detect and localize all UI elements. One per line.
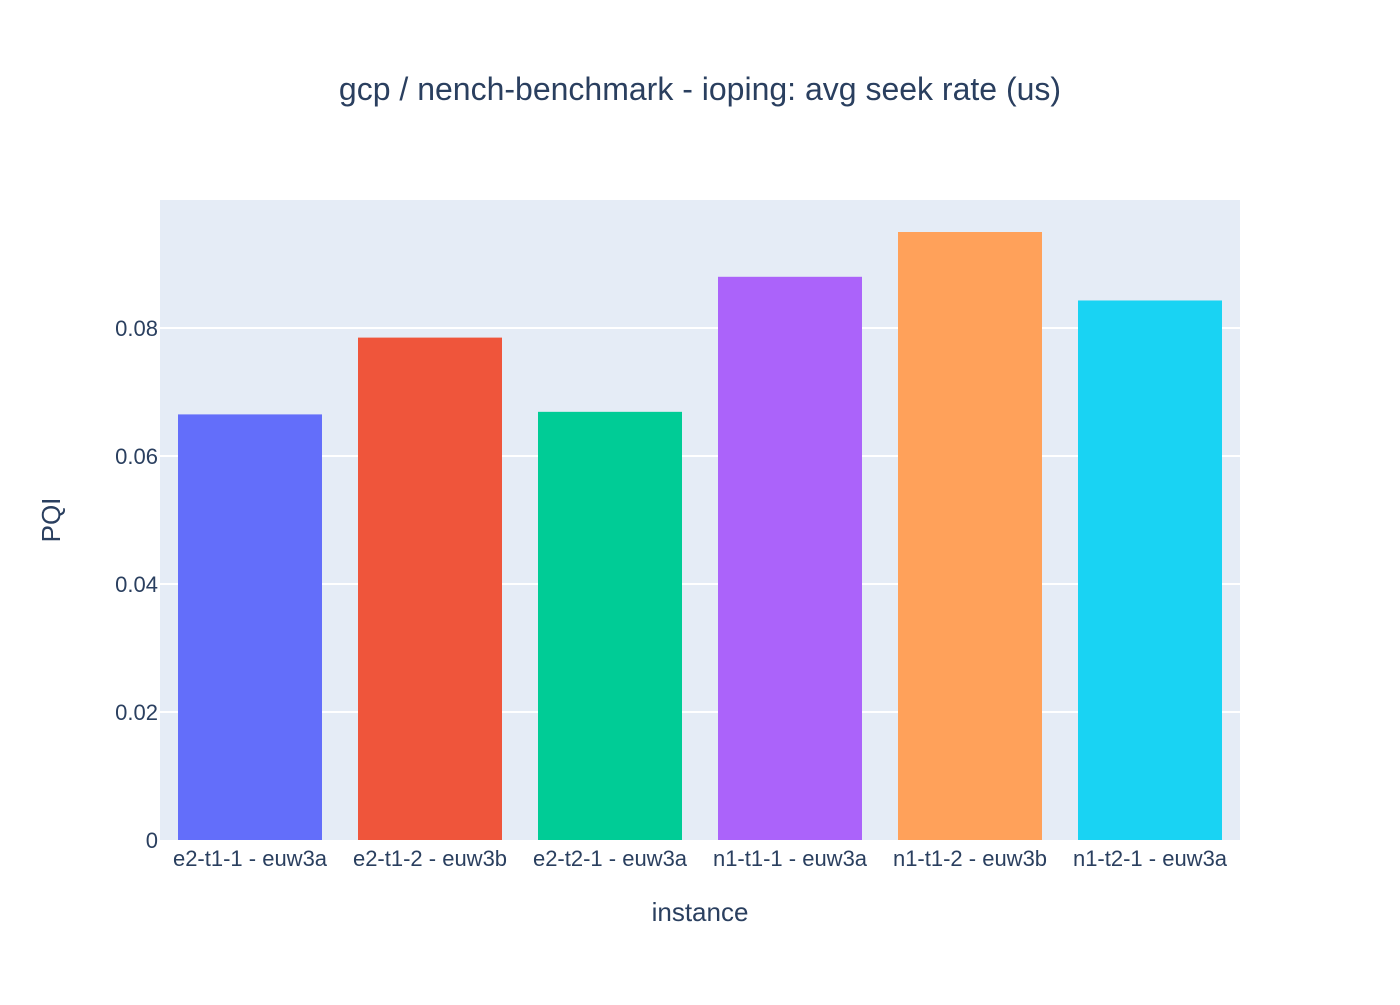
y-axis-ticks: 0 0.02 0.04 0.06 0.08 bbox=[115, 316, 158, 853]
bars bbox=[178, 232, 1222, 841]
y-tick-label: 0.06 bbox=[115, 444, 158, 469]
y-axis-title: PQI bbox=[36, 498, 66, 543]
bar bbox=[898, 232, 1042, 840]
x-tick-label: e2-t1-1 - euw3a bbox=[173, 846, 328, 871]
x-tick-label: e2-t1-2 - euw3b bbox=[353, 846, 507, 871]
bar bbox=[358, 337, 502, 840]
x-tick-label: n1-t1-2 - euw3b bbox=[893, 846, 1047, 871]
x-axis-ticks: e2-t1-1 - euw3a e2-t1-2 - euw3b e2-t2-1 - … bbox=[173, 846, 1228, 871]
bar bbox=[718, 276, 862, 840]
x-tick-label: e2-t2-1 - euw3a bbox=[533, 846, 688, 871]
y-tick-label: 0.04 bbox=[115, 572, 158, 597]
gridlines bbox=[160, 327, 1240, 713]
x-axis-title: instance bbox=[652, 897, 749, 927]
x-tick-label: n1-t2-1 - euw3a bbox=[1073, 846, 1228, 871]
y-tick-label: 0.08 bbox=[115, 316, 158, 341]
y-tick-label: 0 bbox=[146, 828, 158, 853]
bar bbox=[1078, 300, 1222, 841]
plot-area bbox=[160, 200, 1240, 840]
chart-title: gcp / nench-benchmark - ioping: avg seek… bbox=[339, 71, 1061, 107]
bar bbox=[538, 411, 682, 840]
x-tick-label: n1-t1-1 - euw3a bbox=[713, 846, 868, 871]
bar bbox=[178, 414, 322, 840]
y-tick-label: 0.02 bbox=[115, 700, 158, 725]
